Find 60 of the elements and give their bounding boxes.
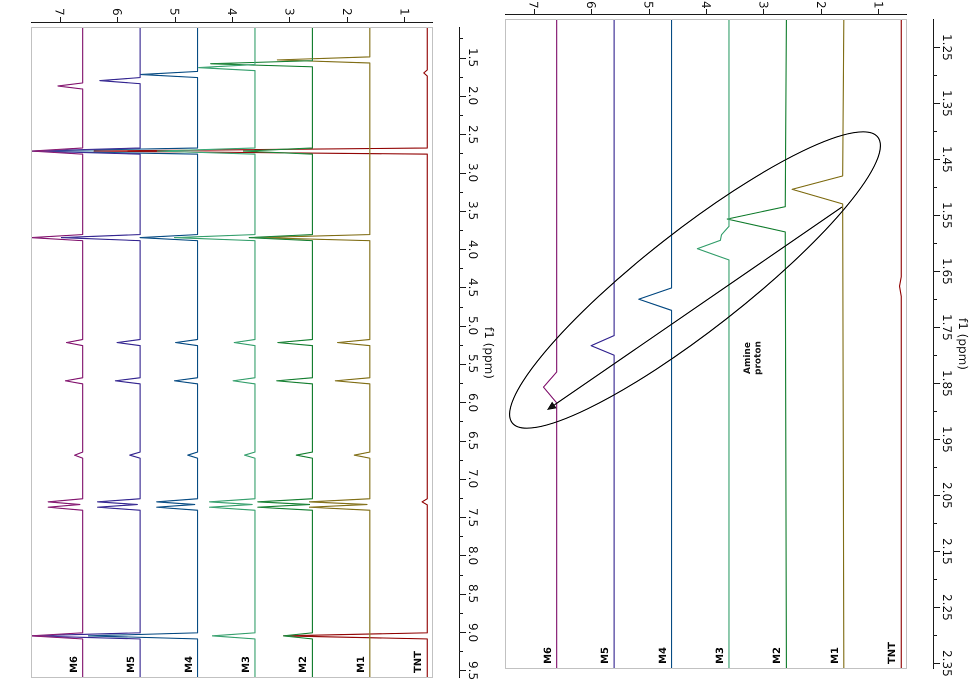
y-tick-label: 2.15 [940, 538, 954, 565]
y-tick-label: 1.65 [940, 258, 954, 284]
y-tick-label: 2.5 [466, 124, 480, 144]
y-tick-label: 1.25 [940, 34, 954, 60]
y-tick-label: 2.0 [466, 86, 480, 106]
x-tick-label: 3 [756, 1, 770, 9]
x-tick-label: 4 [225, 8, 239, 16]
y-tick-label: 1.55 [940, 202, 954, 228]
x-tick-label: 1 [871, 1, 886, 9]
text: M2 [298, 656, 310, 673]
text: M4 [658, 647, 669, 664]
y-tick-label: 1.5 [466, 48, 480, 68]
annotation: Amine proton [742, 341, 764, 375]
y-tick-label: 3.0 [466, 163, 480, 182]
text: M1 [830, 647, 841, 664]
x-tick-label: 2 [340, 8, 354, 16]
text: M5 [126, 656, 138, 673]
text: M6 [542, 647, 554, 664]
y-tick-label: 5.0 [466, 316, 480, 336]
text: M5 [600, 647, 612, 664]
y-tick-label: 1.35 [940, 90, 954, 116]
y-axis-title: f1 (ppm) [956, 318, 970, 370]
y-tick-label: 8.5 [466, 584, 480, 604]
y-axis-title: f1 (ppm) [482, 326, 496, 378]
y-tick-label: 4.0 [466, 240, 480, 259]
x-tick-label: 7 [52, 8, 67, 16]
y-tick-label: 1.75 [940, 314, 954, 340]
y-tick-label: 1.85 [940, 370, 954, 396]
x-tick-label: 7 [526, 1, 541, 9]
y-tick-label: 3.5 [466, 201, 480, 220]
x-tick-label: 6 [110, 8, 124, 16]
text: M2 [772, 647, 784, 664]
y-tick-label: 7.0 [466, 469, 480, 488]
x-tick-label: 6 [584, 1, 598, 9]
y-tick-label: 2.25 [940, 594, 954, 621]
x-tick-label: 5 [642, 1, 656, 9]
y-tick-label: 4.5 [466, 278, 480, 297]
y-tick-label: 9.0 [466, 622, 480, 642]
y-tick-label: 6.5 [466, 431, 480, 450]
x-tick-label: 3 [282, 8, 296, 16]
text: TNT [413, 651, 424, 674]
y-tick-label: 7.5 [466, 508, 480, 527]
text: M4 [184, 656, 195, 673]
x-tick-label: 2 [814, 1, 828, 9]
y-tick-label: 6.0 [466, 392, 480, 412]
x-tick-label: 5 [168, 8, 182, 16]
y-tick-label: 1.95 [940, 426, 954, 452]
y-tick-label: 8.0 [466, 546, 480, 566]
y-tick-label: 2.05 [940, 482, 954, 508]
y-tick-label: 1.45 [940, 146, 954, 172]
text: M6 [68, 656, 80, 673]
x-tick-label: 1 [397, 8, 412, 16]
text: M3 [240, 656, 252, 673]
text: M3 [714, 647, 726, 664]
x-tick-label: 4 [699, 1, 713, 9]
y-tick-label: 5.5 [466, 354, 480, 374]
y-tick-label: 2.35 [940, 650, 954, 677]
y-tick-label: 9.5 [466, 660, 480, 680]
text: M1 [356, 656, 367, 673]
text: TNT [887, 642, 898, 664]
